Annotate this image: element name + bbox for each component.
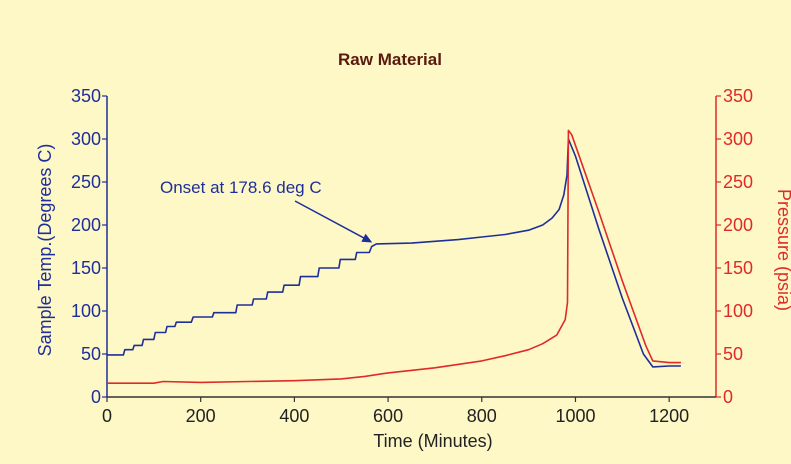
x-tick-label: 1200 [649, 406, 689, 426]
x-tick-label: 1000 [555, 406, 595, 426]
x-axis-label: Time (Minutes) [373, 431, 492, 451]
y-tick-label-left: 50 [81, 344, 101, 364]
y-tick-label-left: 0 [91, 387, 101, 407]
y-axis-label-right: Pressure (psia) [774, 189, 791, 311]
y-tick-label-right: 150 [723, 258, 753, 278]
axes-group [106, 96, 717, 398]
annotation-arrowhead [361, 233, 373, 243]
y-tick-label-left: 350 [71, 86, 101, 106]
x-tick-label: 200 [186, 406, 216, 426]
y-tick-label-left: 300 [71, 129, 101, 149]
y-tick-label-right: 250 [723, 172, 753, 192]
pressure-line [107, 129, 681, 385]
y-tick-label-right: 100 [723, 301, 753, 321]
y-tick-label-right: 200 [723, 215, 753, 235]
y-tick-label-right: 300 [723, 129, 753, 149]
y-tick-label-right: 50 [723, 344, 743, 364]
y-tick-label-left: 100 [71, 301, 101, 321]
series-group [107, 129, 681, 385]
y-tick-label-right: 0 [723, 387, 733, 407]
y-tick-label-left: 150 [71, 258, 101, 278]
x-tick-label: 600 [373, 406, 403, 426]
x-tick-label: 800 [467, 406, 497, 426]
annotation-arrow [294, 200, 366, 240]
annotation-label: Onset at 178.6 deg C [160, 178, 322, 197]
y-tick-label-right: 350 [723, 86, 753, 106]
x-tick-label: 400 [279, 406, 309, 426]
y-axis-label-left: Sample Temp.(Degrees C) [35, 144, 55, 357]
chart-title: Raw Material [338, 50, 442, 69]
temperature-line [107, 138, 681, 368]
y-tick-label-left: 250 [71, 172, 101, 192]
y-tick-label-left: 200 [71, 215, 101, 235]
ticks-group: 0 200 400 600 800 1000 12000501001502002503003… [71, 86, 753, 426]
x-tick-label: 0 [102, 406, 112, 426]
